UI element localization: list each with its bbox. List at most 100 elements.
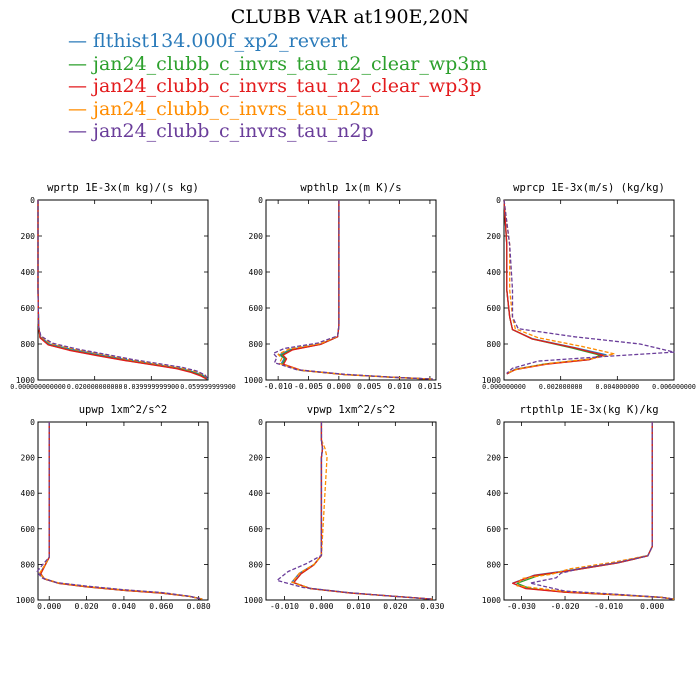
y-tick-label: 800 (21, 560, 36, 569)
y-tick-label: 1000 (244, 596, 263, 605)
y-tick-label: 800 (249, 560, 264, 569)
y-tick-label: 800 (249, 340, 264, 349)
y-tick-label: 800 (21, 340, 36, 349)
x-tick-label: 0.059999999900 (180, 383, 236, 391)
y-tick-label: 400 (249, 268, 264, 277)
plot-frame (37, 421, 209, 601)
y-tick-label: 200 (21, 454, 36, 463)
subplot-title: upwp 1xm^2/s^2 (79, 404, 168, 416)
x-tick-label: 0.060 (149, 602, 173, 611)
y-tick-label: 0 (30, 196, 35, 205)
y-tick-label: 200 (487, 232, 502, 241)
legend: — flthist134.000f_xp2_revert — jan24_club… (68, 30, 487, 143)
y-tick-label: 0 (258, 418, 263, 427)
x-tick-label: 0.040 (112, 602, 136, 611)
series-line (276, 422, 433, 600)
series-line (512, 422, 675, 600)
y-tick-label: 600 (249, 525, 264, 534)
x-tick-label: 0.004000000 (595, 383, 639, 391)
series-line (40, 422, 203, 600)
subplot-title: wprcp 1E-3x(m/s) (kg/kg) (513, 182, 665, 194)
series-line (503, 199, 616, 374)
series-line (503, 199, 607, 375)
series-line (37, 200, 209, 380)
plot-frame (265, 199, 437, 381)
series-line (40, 422, 203, 600)
legend-label: jan24_clubb_c_invrs_tau_n2_clear_wp3m (93, 52, 488, 75)
subplot-title: wpthlp 1x(m K)/s (300, 182, 401, 194)
x-tick-label: 0.020000000000 (67, 383, 123, 391)
x-tick-label: -0.030 (507, 602, 536, 611)
legend-item: — jan24_clubb_c_invrs_tau_n2_clear_wp3m (68, 53, 487, 76)
plot-frame (37, 199, 209, 381)
y-tick-label: 400 (21, 268, 36, 277)
y-tick-label: 800 (487, 560, 502, 569)
series-line (39, 422, 203, 600)
figure-title: CLUBB VAR at190E,20N (230, 6, 470, 28)
y-tick-label: 600 (487, 525, 502, 534)
series-line (37, 200, 207, 380)
y-tick-label: 600 (21, 525, 36, 534)
legend-swatch: — (68, 52, 94, 75)
plot-frame (503, 421, 675, 601)
x-tick-label: 0.000 (640, 602, 664, 611)
x-tick-label: 0.015 (418, 382, 442, 391)
series-line (280, 200, 434, 380)
legend-swatch: — (68, 120, 94, 142)
series-line (291, 422, 433, 600)
legend-item: — jan24_clubb_c_invrs_tau_n2_clear_wp3p (68, 75, 487, 98)
y-tick-label: 1000 (16, 596, 35, 605)
legend-label: jan24_clubb_c_invrs_tau_n2p (93, 120, 374, 142)
series-line (529, 422, 675, 600)
series-line (503, 199, 601, 375)
x-tick-label: -0.010 (264, 382, 293, 391)
x-tick-label: 0.006000000 (652, 383, 696, 391)
y-tick-label: 1000 (482, 596, 501, 605)
y-tick-label: 1000 (244, 376, 263, 385)
series-line (516, 422, 675, 600)
legend-label: flthist134.000f_xp2_revert (93, 30, 348, 52)
series-line (512, 422, 675, 600)
series-line (277, 200, 434, 380)
legend-swatch: — (68, 30, 94, 52)
x-tick-label: 0.000000000 (482, 383, 526, 391)
legend-swatch: — (68, 97, 94, 120)
subplot-title: rtpthlp 1E-3x(kg K)/kg (519, 404, 658, 416)
x-tick-label: 0.020 (75, 602, 99, 611)
legend-label: jan24_clubb_c_invrs_tau_n2m (93, 97, 380, 120)
x-tick-label: 0.030 (420, 602, 444, 611)
y-tick-label: 1000 (482, 376, 501, 385)
series-line (37, 200, 208, 380)
x-tick-label: 0.010 (388, 382, 412, 391)
x-tick-label: 0.000 (309, 602, 333, 611)
x-tick-label: 0.000000000000 (10, 383, 66, 391)
x-tick-label: -0.005 (294, 382, 323, 391)
series-line (293, 422, 433, 600)
legend-swatch: — (68, 75, 94, 97)
y-tick-label: 0 (496, 418, 501, 427)
plot-frame (265, 421, 437, 601)
series-line (503, 199, 675, 374)
subplot-title: wprtp 1E-3x(m kg)/(s kg) (47, 182, 199, 194)
y-tick-label: 200 (21, 232, 36, 241)
y-tick-label: 600 (249, 304, 264, 313)
x-tick-label: -0.010 (594, 602, 623, 611)
y-tick-label: 600 (487, 304, 502, 313)
x-tick-label: 0.005 (357, 382, 381, 391)
series-line (39, 422, 203, 600)
y-tick-label: 200 (249, 232, 264, 241)
legend-label: jan24_clubb_c_invrs_tau_n2_clear_wp3p (93, 75, 482, 97)
y-tick-label: 600 (21, 304, 36, 313)
x-tick-label: 0.000 (37, 602, 61, 611)
series-line (291, 422, 433, 600)
x-tick-label: 0.080 (187, 602, 211, 611)
y-tick-label: 400 (487, 489, 502, 498)
y-tick-label: 1000 (16, 376, 35, 385)
x-tick-label: 0.020 (383, 602, 407, 611)
x-tick-label: 0.039999999900 (124, 383, 180, 391)
legend-item: — jan24_clubb_c_invrs_tau_n2p (68, 120, 487, 143)
series-line (516, 422, 675, 600)
y-tick-label: 400 (249, 489, 264, 498)
y-tick-label: 0 (30, 418, 35, 427)
